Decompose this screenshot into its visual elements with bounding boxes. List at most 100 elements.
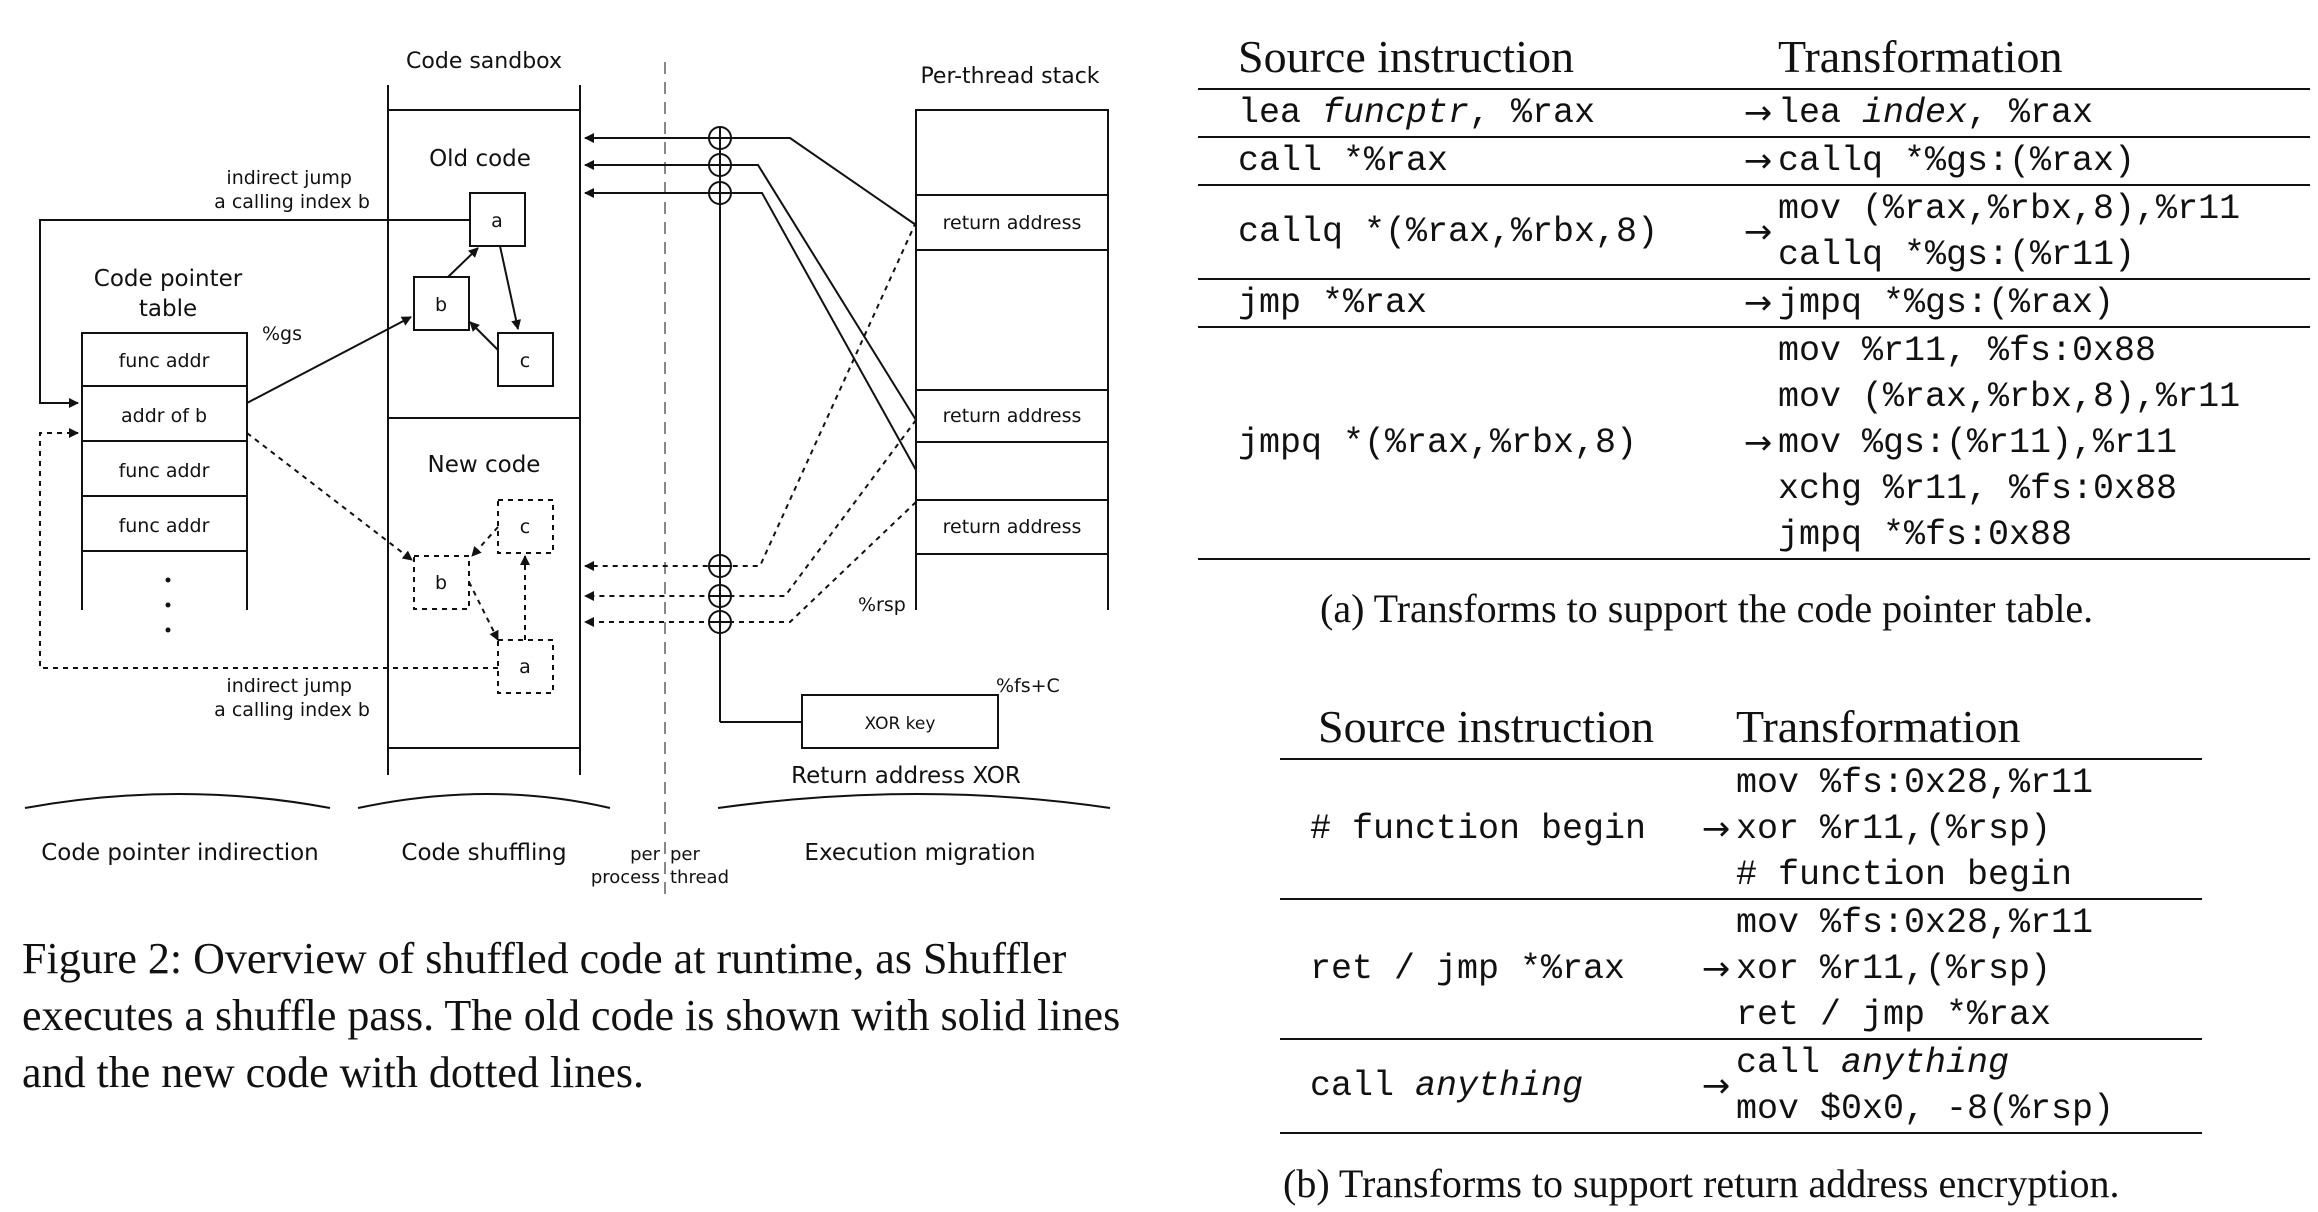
return-address-1: return address (943, 212, 1082, 234)
transformation-line: # function begin (1736, 855, 2073, 895)
transformation-line: mov $0x0, -8(%rsp) (1736, 1089, 2115, 1129)
per-thread-stack-box (915, 109, 1109, 555)
transformation-line: xor %r11,(%rsp) (1736, 809, 2052, 849)
new-node-c (497, 499, 554, 554)
new-node-a (497, 639, 554, 694)
table-row-2: addr of b (121, 405, 207, 427)
source-instruction: lea funcptr, %rax (1238, 93, 1596, 133)
indirect-jump-top-1: indirect jump (226, 167, 352, 189)
transformation: callq *%gs:(%rax) (1778, 137, 2310, 185)
table-b-caption: (b) Transforms to support return address… (1283, 1161, 2120, 1206)
brace-code-pointer-indirection (24, 793, 331, 809)
transform-arrow: → (1701, 809, 1731, 849)
per-thread-stack-label: Per-thread stack (920, 64, 1099, 89)
transformation-line: jmpq *%fs:0x88 (1778, 515, 2073, 555)
new-node-c-label: c (520, 516, 530, 538)
table-row-4: func addr (119, 515, 210, 537)
return-address-2: return address (943, 405, 1082, 427)
table-b: Source instruction Transformation # func… (1280, 700, 2202, 1134)
return-address-3: return address (943, 516, 1082, 538)
figure-2-diagram: Code sandbox Per-thread stack Old code N… (24, 49, 1111, 895)
transformation: mov %fs:0x28,%r11 xor %r11,(%rsp) # functi… (1736, 759, 2202, 899)
table-ellipsis (165, 577, 171, 633)
table-b-header-source: Source instruction (1318, 701, 1654, 752)
section-code-shuffling: Code shuffling (401, 840, 566, 866)
per-process-1: per (630, 844, 661, 865)
rsp-label: %rsp (858, 594, 906, 616)
section-code-pointer-indirection: Code pointer indirection (41, 840, 319, 866)
table-b-header-transformation: Transformation (1736, 701, 2021, 752)
code-pointer-table-label-1: Code pointer (94, 266, 243, 292)
transformation-line: xor %r11,(%rsp) (1736, 949, 2052, 989)
fs-c-label: %fs+C (996, 675, 1060, 697)
new-node-b-label: b (435, 572, 447, 594)
per-thread-1: per (670, 844, 701, 865)
old-code-label: Old code (429, 146, 531, 172)
transform-arrow: → (1743, 93, 1773, 133)
table-row: lea funcptr, %rax → lea index, %rax (1198, 89, 2310, 137)
old-node-b-label: b (435, 294, 447, 316)
xor-key-label: XOR key (865, 714, 936, 734)
transformation-line: ret / jmp *%rax (1736, 995, 2052, 1035)
return-address-xor-label: Return address XOR (791, 763, 1021, 789)
brace-execution-migration (717, 793, 1111, 809)
transform-arrow: → (1743, 283, 1773, 323)
transformation-line: xchg %r11, %fs:0x88 (1778, 469, 2178, 509)
table-row: call anything → call anything mov $0x0, -8(… (1280, 1039, 2202, 1133)
transformation-line: mov %gs:(%r11),%r11 (1778, 423, 2178, 463)
indirect-jump-bottom-2: a calling index b (214, 699, 370, 721)
table-row: jmp *%rax → jmpq *%gs:(%rax) (1198, 279, 2310, 327)
new-node-a-label: a (519, 656, 531, 678)
transformation-line: mov (%rax,%rbx,8),%r11 (1778, 189, 2241, 229)
transform-arrow: → (1743, 423, 1773, 463)
transformation: mov %r11, %fs:0x88 mov (%rax,%rbx,8),%r11… (1778, 327, 2310, 559)
table-row: # function begin → mov %fs:0x28,%r11 xor %r… (1280, 759, 2202, 899)
table-b-body: # function begin → mov %fs:0x28,%r11 xor %r… (1280, 759, 2202, 1133)
code-sandbox-label: Code sandbox (406, 49, 562, 74)
source-instruction: # function begin (1310, 809, 1647, 849)
table-a-body: lea funcptr, %rax → lea index, %rax call *%… (1198, 89, 2310, 559)
old-node-a-label: a (491, 210, 503, 232)
transform-arrow: → (1701, 1066, 1731, 1106)
old-node-c (497, 332, 554, 387)
table-row: call *%rax → callq *%gs:(%rax) (1198, 137, 2310, 185)
source-instruction: ret / jmp *%rax (1310, 949, 1626, 989)
transformation-line: mov %fs:0x28,%r11 (1736, 903, 2094, 943)
transformation: jmpq *%gs:(%rax) (1778, 279, 2310, 327)
figure-caption: Figure 2: Overview of shuffled code at r… (22, 934, 1121, 1097)
gs-label: %gs (262, 323, 302, 345)
transformation-line: jmpq *%gs:(%rax) (1778, 283, 2115, 323)
table-a-header-transformation: Transformation (1778, 31, 2063, 82)
section-execution-migration: Execution migration (804, 840, 1035, 866)
xor-key-box (801, 694, 999, 749)
transformation-line: call anything (1736, 1043, 2010, 1083)
source-instruction: jmpq *(%rax,%rbx,8) (1238, 423, 1638, 463)
table-a: Source instruction Transformation lea fu… (1198, 30, 2310, 560)
source-instruction: callq *(%rax,%rbx,8) (1238, 212, 1659, 252)
transformation-line: callq *%gs:(%r11) (1778, 235, 2136, 275)
transformation: mov (%rax,%rbx,8),%r11 callq *%gs:(%r11) (1778, 185, 2310, 279)
new-code-label: New code (428, 452, 541, 478)
transformation: mov %fs:0x28,%r11 xor %r11,(%rsp) ret / jm… (1736, 899, 2202, 1039)
table-row-3: func addr (119, 460, 210, 482)
transform-arrow: → (1743, 212, 1773, 252)
table-row: callq *(%rax,%rbx,8) → mov (%rax,%rbx,8),%… (1198, 185, 2310, 279)
per-thread-2: thread (670, 867, 729, 888)
old-node-b (413, 276, 470, 331)
indirect-jump-top-2: a calling index b (214, 191, 370, 213)
transformation: lea index, %rax (1778, 89, 2310, 137)
brace-code-shuffling (357, 793, 611, 809)
table-row: jmpq *(%rax,%rbx,8) → mov %r11, %fs:0x88 mo… (1198, 327, 2310, 559)
code-pointer-table-label-2: table (139, 296, 197, 322)
transform-arrow: → (1701, 949, 1731, 989)
table-a-caption: (a) Transforms to support the code point… (1320, 586, 2094, 631)
table-row: ret / jmp *%rax → mov %fs:0x28,%r11 xor %r1… (1280, 899, 2202, 1039)
transformation-line: callq *%gs:(%rax) (1778, 141, 2136, 181)
transform-arrow: → (1743, 141, 1773, 181)
indirect-jump-bottom-1: indirect jump (226, 675, 352, 697)
transformation-line: lea index, %rax (1778, 93, 2094, 133)
transformation-line: mov (%rax,%rbx,8),%r11 (1778, 377, 2241, 417)
per-process-2: process (591, 867, 660, 888)
old-node-c-label: c (520, 350, 530, 372)
transformation-line: mov %r11, %fs:0x88 (1778, 331, 2157, 371)
